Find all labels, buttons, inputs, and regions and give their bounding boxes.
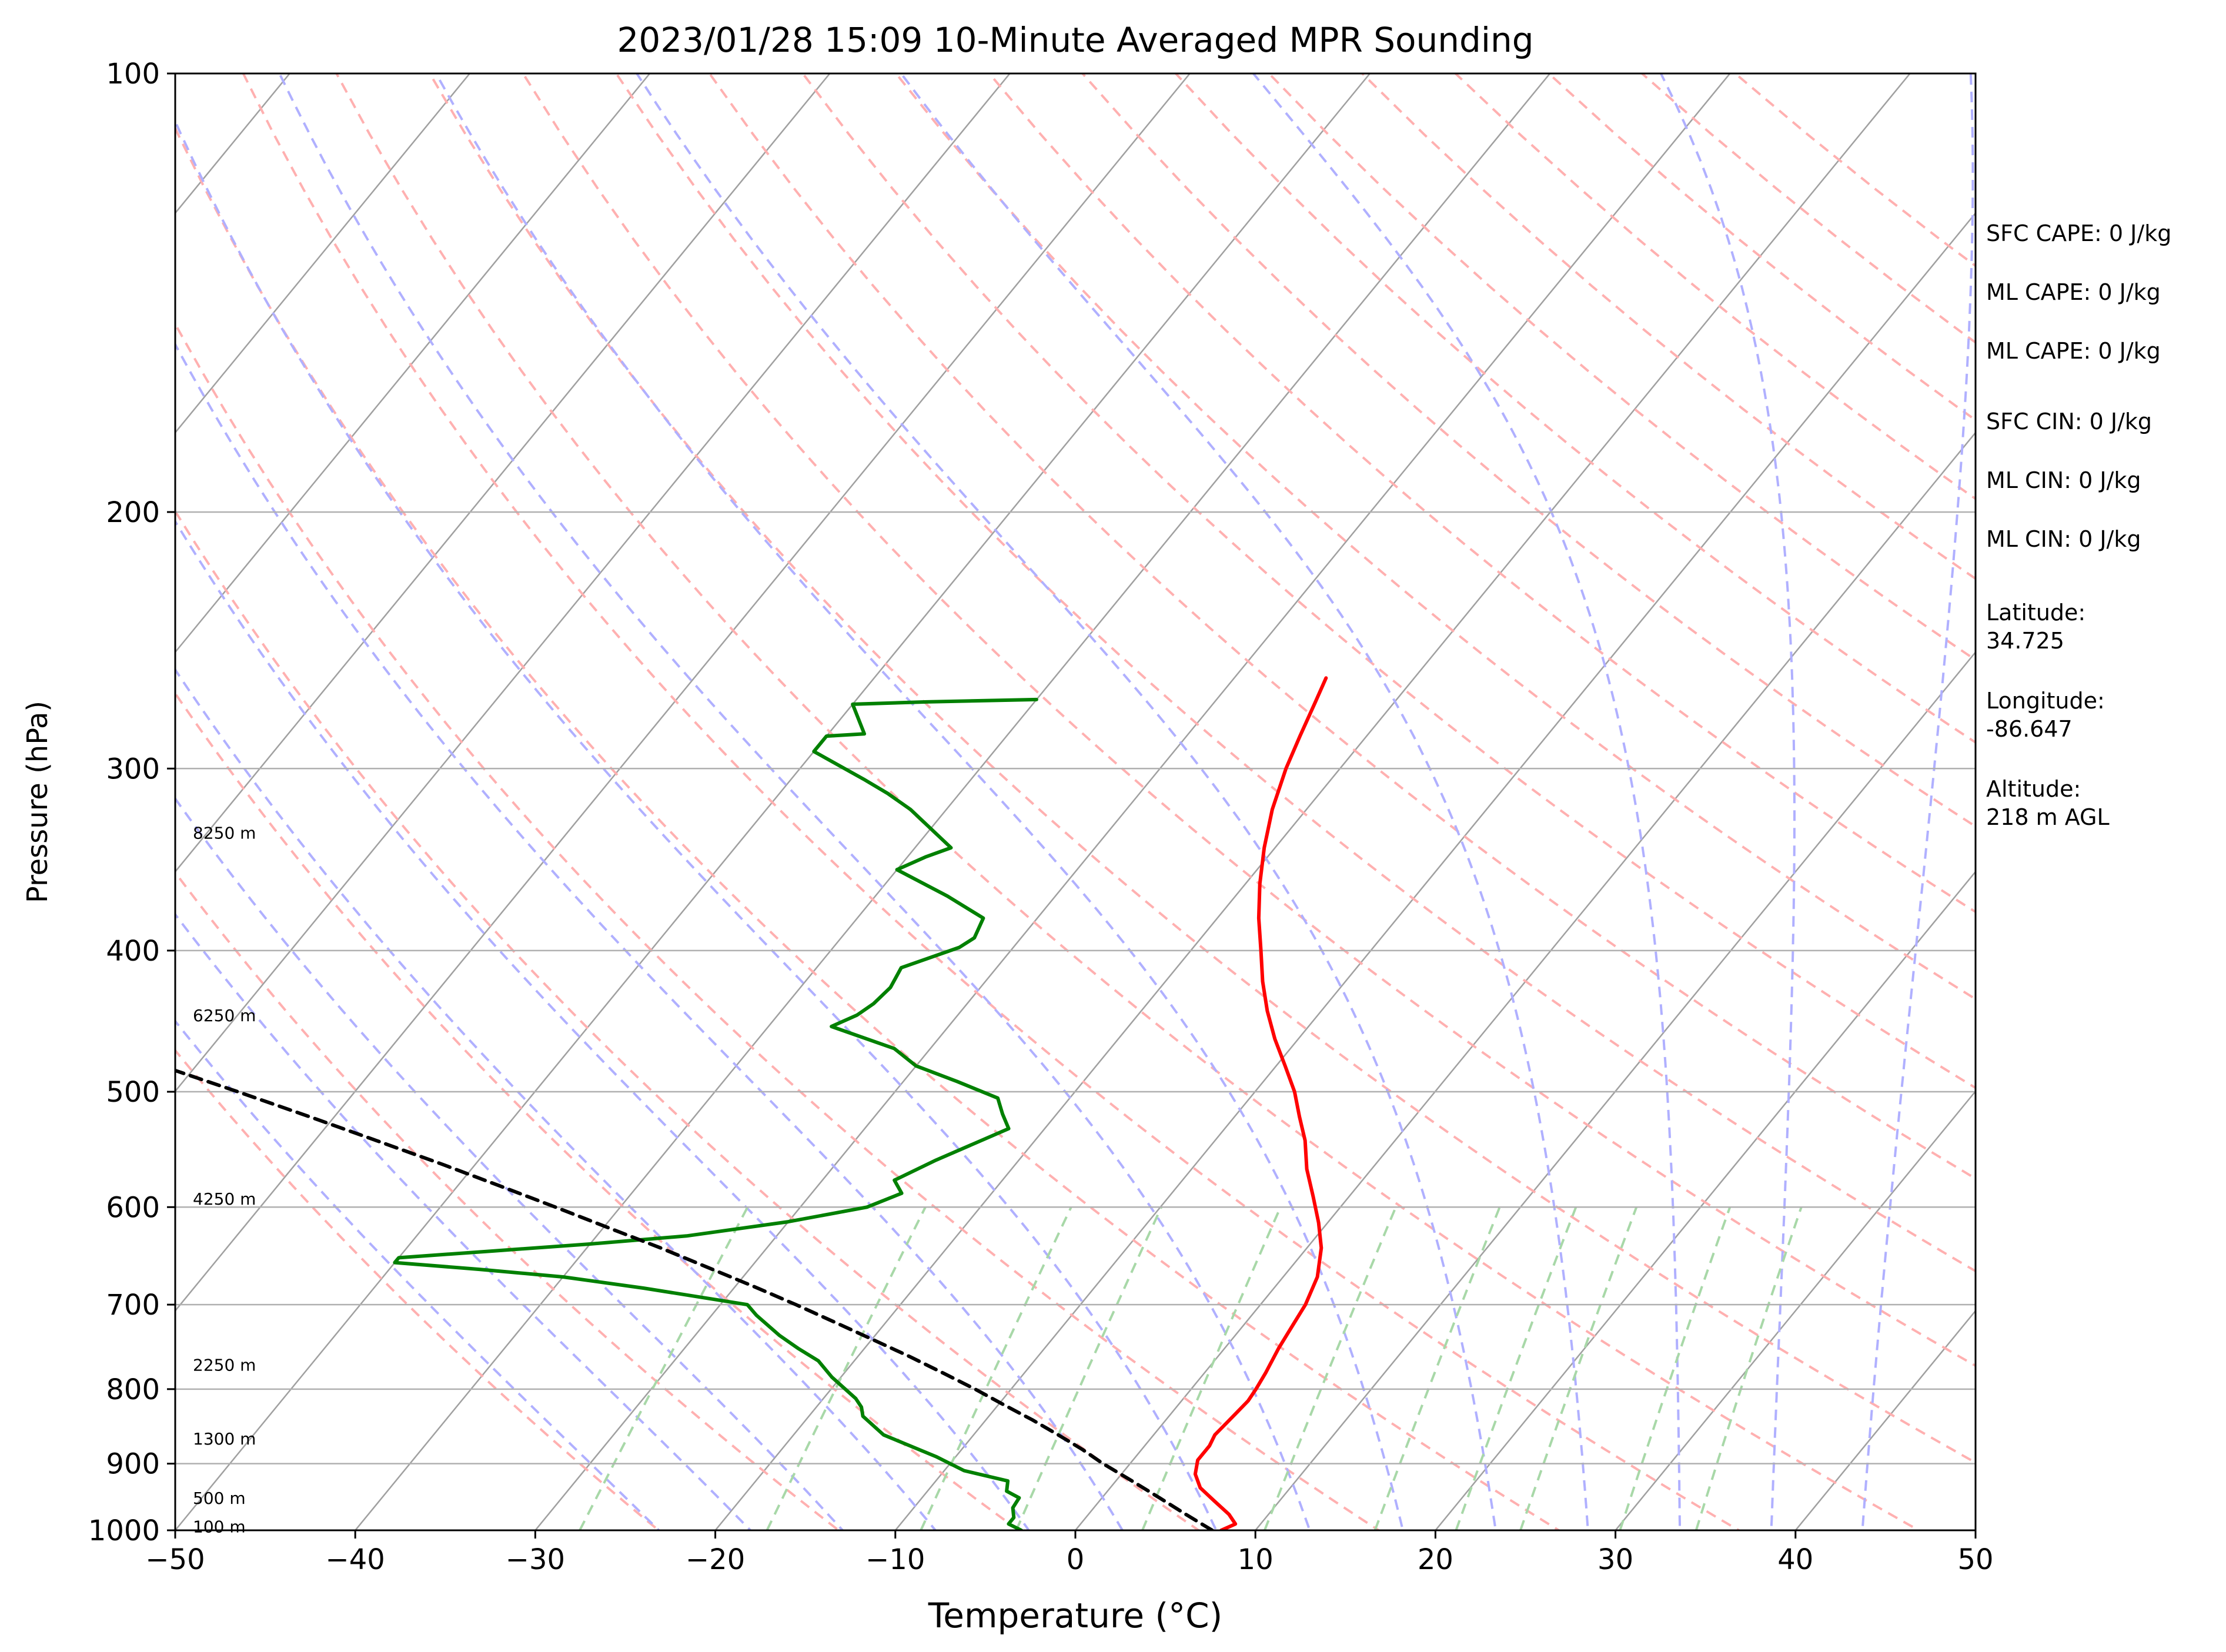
pressure-gridlines [175,511,1976,1464]
sounding-stats: SFC CAPE: 0 J/kg ML CAPE: 0 J/kg ML CAPE: … [1986,220,2171,830]
dry-adiabat-line [242,73,1742,1530]
dry-adiabat-line [1081,73,1976,828]
height-label: 6250 m [193,1006,256,1025]
x-axis-ticks: −50 −40 −30 −20 −10 0 10 20 30 40 50 [145,1530,1994,1576]
x-tick-label: −20 [686,1543,745,1576]
stat-line: SFC CAPE: 0 J/kg [1986,220,2171,246]
moist-adiabat-line [175,1019,661,1530]
temperature-line [1193,676,1328,1530]
mixing-ratio-line [766,1206,927,1530]
y-tick-label: 400 [106,935,160,968]
moist-adiabats [175,73,1974,1530]
dry-adiabat-line [522,73,1976,1367]
isotherm-line [714,73,1911,1530]
moist-adiabat-line [175,519,1031,1530]
isotherm-line [175,73,1191,1312]
isotherm-line [175,73,831,873]
isotherm-line [175,73,1371,1530]
height-label: 1300 m [193,1429,256,1449]
dry-adiabats [175,73,1976,1530]
x-tick-label: 50 [1957,1543,1993,1576]
dry-adiabat-line [988,73,1976,914]
dry-adiabat-line [1175,73,1976,744]
x-axis-title: Temperature (°C) [928,1596,1223,1636]
isotherm-line [354,73,1551,1530]
moist-adiabat-line [175,912,753,1530]
moist-adiabat-line [1660,73,1796,1530]
stat-line: -86.647 [1986,716,2073,742]
height-labels: 100 m 500 m 1300 m 2250 m 4250 m 6250 m 8250 m [193,823,256,1536]
stat-line: ML CIN: 0 J/kg [1986,526,2141,552]
y-tick-label: 100 [106,58,160,91]
moist-adiabat-line [175,342,1124,1530]
isotherm-line [534,73,1731,1530]
dry-adiabat-line [429,73,1976,1464]
y-tick-label: 1000 [88,1514,160,1547]
stat-line: Longitude: [1986,688,2105,714]
dry-adiabat-line [895,73,1976,1001]
dry-adiabat-line [175,321,1381,1530]
y-tick-label: 600 [106,1191,160,1224]
moist-adiabat-line [636,73,1497,1530]
y-tick-label: 300 [106,753,160,785]
dry-adiabat-line [801,73,1976,1089]
sounding-traces [175,676,1328,1530]
height-label: 100 m [193,1517,246,1537]
isotherm-line [175,73,651,654]
x-tick-label: 10 [1238,1543,1274,1576]
moist-adiabat-line [175,797,844,1530]
isotherm-line [175,73,1011,1093]
y-tick-label: 800 [106,1373,160,1406]
chart-title: 2023/01/28 15:09 10-Minute Averaged MPR … [617,20,1533,60]
y-axis-ticks: 100 200 300 400 500 600 700 800 900 1000 [88,58,175,1547]
dry-adiabat-line [708,73,1976,1181]
y-axis-title: Pressure (hPa) [21,701,54,903]
height-label: 500 m [193,1489,246,1508]
stat-line: ML CIN: 0 J/kg [1986,467,2141,493]
height-label: 4250 m [193,1189,256,1209]
moist-adiabat-line [434,73,1405,1530]
x-tick-label: −30 [506,1543,565,1576]
moist-adiabat-line [900,73,1589,1530]
stat-line: Altitude: [1986,776,2081,802]
stat-line: ML CAPE: 0 J/kg [1986,338,2161,364]
moist-adiabat-line [1861,73,1974,1530]
stat-line: 218 m AGL [1986,804,2110,830]
x-tick-label: 40 [1777,1543,1813,1576]
height-label: 8250 m [193,823,256,842]
parcel-line [175,1068,1214,1530]
y-tick-label: 500 [106,1076,160,1109]
dewpoint-line [393,697,1038,1530]
x-tick-label: −40 [326,1543,385,1576]
isotherm-line [1254,651,1976,1530]
isotherm-line [1794,1309,1976,1530]
stat-line: Latitude: [1986,600,2085,626]
dry-adiabat-line [175,870,841,1530]
stat-line: ML CAPE: 0 J/kg [1986,279,2161,305]
x-tick-label: 0 [1067,1543,1085,1576]
y-tick-label: 900 [106,1448,160,1481]
dry-adiabat-line [615,73,1976,1273]
mixing-ratio-line [920,1206,1072,1530]
dry-adiabat-line [175,691,1021,1530]
moist-adiabat-line [175,118,1218,1530]
moist-adiabat-line [278,73,1311,1530]
height-label: 2250 m [193,1356,256,1375]
x-tick-label: −50 [145,1543,205,1576]
moist-adiabat-line [175,667,937,1530]
x-tick-label: −10 [865,1543,925,1576]
stat-line: 34.725 [1986,628,2064,654]
isotherm-line [1434,870,1976,1530]
x-tick-label: 30 [1597,1543,1633,1576]
y-tick-label: 200 [106,496,160,529]
x-tick-label: 20 [1418,1543,1453,1576]
y-tick-label: 700 [106,1289,160,1322]
dry-adiabat-line [175,125,1561,1530]
isotherm-line [1615,1090,1976,1530]
stat-line: SFC CIN: 0 J/kg [1986,409,2152,434]
isotherm-line [175,73,471,434]
isotherm-line [894,212,1976,1530]
dry-adiabat-line [175,1048,661,1530]
